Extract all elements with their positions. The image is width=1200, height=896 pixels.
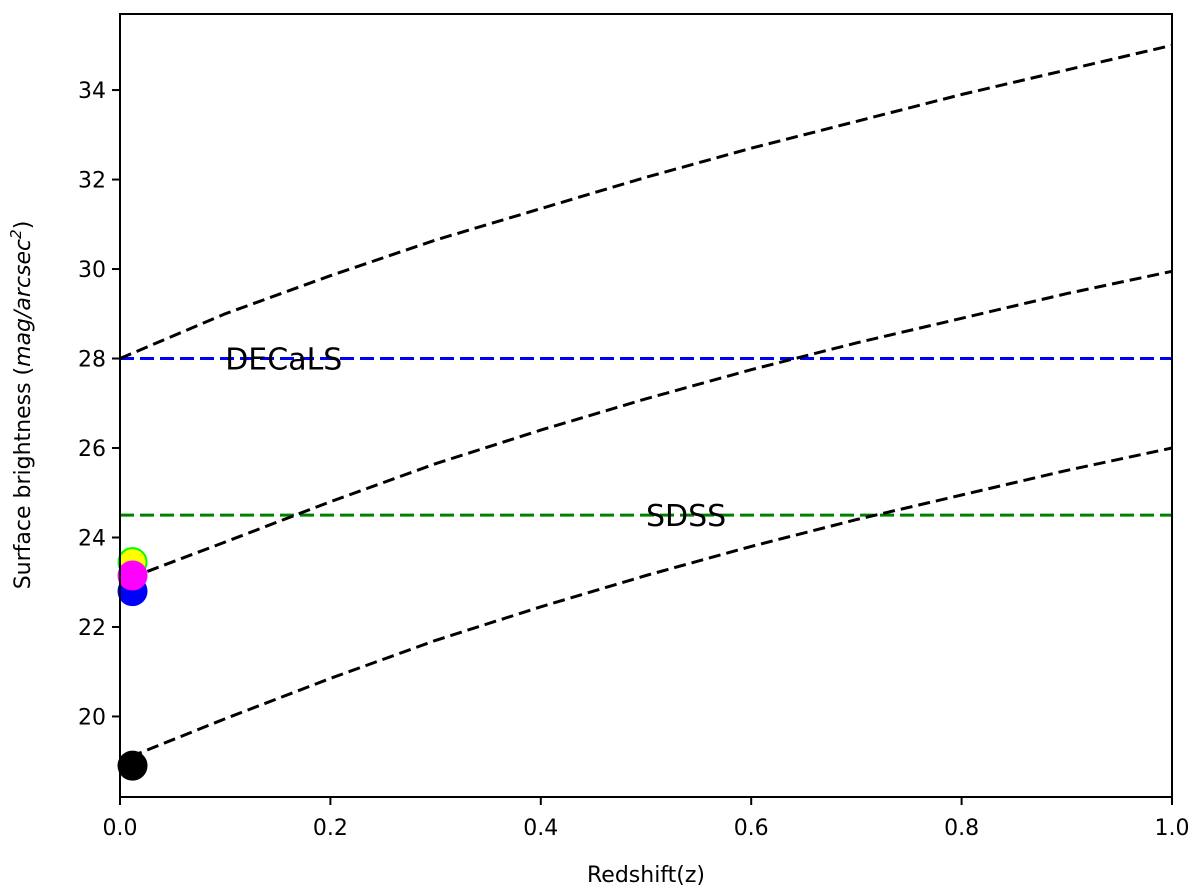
series-line-0 (119, 43, 1173, 360)
series-line-2 (129, 446, 1173, 759)
y-tick-label: 34 (78, 79, 106, 104)
y-axis: 20 22 24 26 28 30 32 34 (78, 79, 120, 730)
y-tick-label: 28 (78, 348, 106, 373)
y-tick-label: 22 (78, 616, 106, 641)
y-tick-label: 26 (78, 437, 106, 462)
hline-label-1: SDSS (646, 499, 726, 534)
plot-frame (119, 13, 1173, 798)
x-axis: 0.0 0.2 0.4 0.6 0.8 1.0 (103, 797, 1190, 841)
x-tick-label: 0.2 (313, 816, 348, 841)
plot-area: DECaLS SDSS (117, 43, 1173, 781)
y-axis-label: Surface brightness (mag/arcsec2) (7, 221, 36, 590)
hline-label-0: DECaLS (225, 343, 342, 378)
y-tick-label: 32 (78, 169, 106, 194)
data-point-3 (117, 750, 148, 781)
data-point-2 (117, 560, 148, 591)
x-tick-label: 0.4 (523, 816, 558, 841)
y-tick-label: 20 (78, 705, 106, 730)
x-tick-label: 1.0 (1155, 816, 1190, 841)
x-tick-label: 0.0 (103, 816, 138, 841)
y-tick-label: 30 (78, 258, 106, 283)
x-tick-label: 0.8 (944, 816, 979, 841)
x-tick-label: 0.6 (734, 816, 769, 841)
series-line-1 (129, 269, 1173, 580)
y-tick-label: 24 (78, 526, 106, 551)
x-axis-label: Redshift(z) (587, 863, 705, 888)
